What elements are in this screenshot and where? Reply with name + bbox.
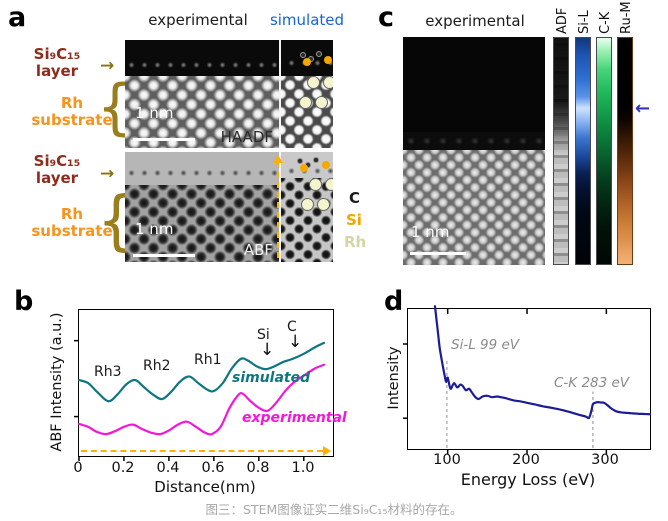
- panel-d-plot: Si-L 99 eV C-K 283 eV: [403, 305, 652, 454]
- panel-c-scale-text: 1 nm: [411, 223, 450, 241]
- rhodium-atom-icon: [317, 198, 330, 211]
- profile-direction-arrowhead-icon: [323, 446, 331, 456]
- abf-scale-bar: [133, 254, 195, 257]
- panel-b-x-axis-label: Distance(nm): [154, 478, 256, 496]
- haadf-exp-rh-lattice: [125, 76, 279, 148]
- abf-exp-layer-band: [125, 152, 279, 185]
- rh-substrate-label-haadf: Rh substrate: [31, 94, 113, 130]
- haadf-exp-layer-band: [125, 40, 279, 76]
- panel-d-label: d: [384, 286, 404, 317]
- abf-exp-rh-lattice: [125, 185, 279, 262]
- rhodium-atom-icon: [315, 96, 328, 109]
- panel-b-xtick-4: 0.8: [246, 460, 270, 476]
- haadf-scale-bar: [133, 138, 195, 141]
- legend-rhodium: Rh: [344, 233, 367, 251]
- exp-sim-divider: [279, 40, 281, 148]
- panel-a-header-experimental: experimental: [148, 11, 248, 29]
- carbon-atom-icon: [297, 158, 303, 164]
- interface-pointer-arrow-icon: ←: [635, 98, 651, 119]
- panel-c-header-experimental: experimental: [425, 12, 525, 30]
- eels-map-adf: [553, 37, 569, 265]
- series-label-simulated: simulated: [232, 370, 311, 386]
- eels-spectrum-chart: [403, 305, 652, 454]
- abf-sim-rh-lattice: [281, 178, 333, 262]
- layer-pointer-arrow-icon: →: [100, 164, 115, 184]
- rhodium-atom-icon: [299, 96, 312, 109]
- panel-a-header-simulated: simulated: [269, 11, 345, 29]
- panel-d-xtick-1: 200: [512, 452, 540, 468]
- panel-d-xtick-0: 100: [433, 452, 461, 468]
- panel-c-stem-image: 1 nm: [403, 37, 545, 265]
- rhodium-atom-icon: [323, 76, 333, 89]
- carbon-atom-icon: [313, 157, 319, 163]
- panel-b-xtick-2: 0.4: [156, 460, 180, 476]
- legend-silicon: Si: [346, 211, 362, 229]
- profile-direction-arrow: [81, 450, 323, 452]
- abf-stem-image: 1 nm ABF: [125, 152, 333, 262]
- silicon-atom-icon: [303, 58, 311, 66]
- panel-b-xtick-1: 0.2: [111, 460, 135, 476]
- carbon-atom-icon: [300, 52, 306, 58]
- abf-scale-text: 1 nm: [135, 220, 174, 238]
- c-down-arrow-icon: ↓: [288, 332, 303, 352]
- panel-b-xtick-0: 0: [73, 460, 83, 476]
- haadf-scale-text: 1 nm: [135, 104, 174, 122]
- panel-b-xtick-3: 0.6: [201, 460, 225, 476]
- layer-pointer-arrow-icon: →: [100, 56, 115, 76]
- annotation-si: Si: [257, 327, 270, 343]
- panel-d-xtick-2: 300: [591, 452, 619, 468]
- eels-map-ru-m: [617, 37, 633, 265]
- series-label-experimental: experimental: [242, 410, 347, 426]
- eels-map-label-adf: ADF: [555, 7, 570, 34]
- eels-map-label-si-l: Si-L: [577, 10, 592, 34]
- edge-label-c-k: C-K 283 eV: [554, 375, 630, 391]
- line-profile-arrow: [277, 162, 279, 258]
- figure-caption: 图三：STEM图像证实二维Si₉C₁₅材料的存在。: [205, 502, 463, 517]
- rhodium-atom-icon: [325, 178, 333, 191]
- annotation-rh3: Rh3: [94, 364, 122, 380]
- rhodium-atom-icon: [301, 198, 314, 211]
- si9c15-layer-label-haadf: Si₉C₁₅ layer: [33, 45, 81, 81]
- panel-b-plot: Rh3 Rh2 Rh1 Si ↓ C ↓ simulated experimen…: [74, 309, 347, 461]
- panel-b-label: b: [14, 286, 34, 317]
- abf-mode-label: ABF: [243, 241, 273, 259]
- annotation-rh2: Rh2: [143, 358, 171, 374]
- haadf-stem-image: 1 nm HAADF: [125, 40, 333, 148]
- panel-a-label: a: [8, 2, 27, 33]
- silicon-atom-icon: [322, 161, 330, 169]
- abf-intensity-chart: [74, 339, 326, 461]
- si-down-arrow-icon: ↓: [260, 340, 275, 360]
- panel-c-scale-bar: [410, 252, 466, 255]
- carbon-atom-icon: [316, 51, 322, 57]
- rhodium-atom-icon: [309, 178, 322, 191]
- panel-b-y-axis-label: ABF Intensity (a.u.): [49, 312, 65, 452]
- panel-c-label: c: [378, 2, 395, 33]
- annotation-c: C: [287, 319, 297, 335]
- si9c15-layer-label-abf: Si₉C₁₅ layer: [33, 152, 81, 188]
- eels-map-c-k: [596, 37, 612, 265]
- silicon-atom-icon: [324, 56, 332, 64]
- legend-carbon: C: [349, 189, 361, 207]
- haadf-sim-rh-lattice: [281, 76, 333, 148]
- rh-substrate-label-abf: Rh substrate: [31, 205, 113, 241]
- panel-b-xtick-5: 1.0: [291, 460, 315, 476]
- eels-map-label-ru-m: Ru-M: [619, 1, 634, 34]
- line-profile-arrowhead-icon: [273, 155, 283, 163]
- eels-map-label-c-k: C-K: [598, 11, 613, 34]
- silicon-atom-icon: [300, 164, 308, 172]
- annotation-rh1: Rh1: [194, 352, 222, 368]
- haadf-mode-label: HAADF: [220, 128, 273, 146]
- exp-sim-divider: [279, 152, 281, 262]
- rhodium-atom-icon: [307, 76, 320, 89]
- panel-c-rh-lattice: [403, 150, 545, 265]
- panel-d-y-axis-label: Intensity: [386, 346, 402, 410]
- panel-c-faint-layer-band: [403, 132, 545, 150]
- edge-label-si-l: Si-L 99 eV: [451, 337, 520, 353]
- eels-map-si-l: [575, 37, 591, 265]
- panel-d-x-axis-label: Energy Loss (eV): [460, 470, 596, 489]
